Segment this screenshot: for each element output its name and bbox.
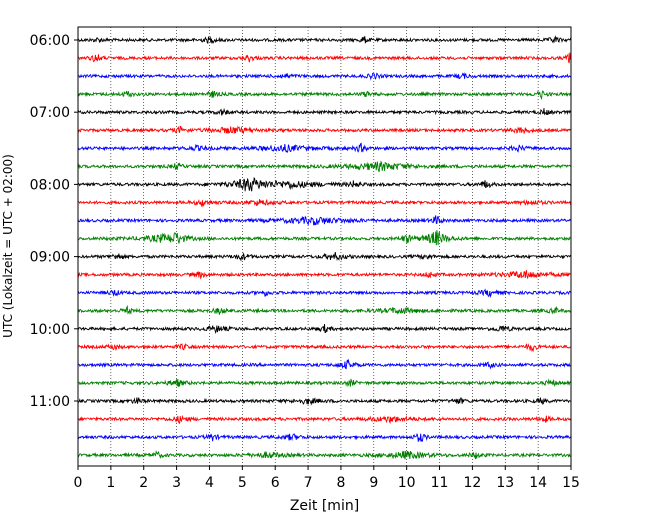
trace-0900 xyxy=(77,252,572,262)
x-axis-label: Zeit [min] xyxy=(290,498,359,514)
plot-frame xyxy=(77,26,572,467)
grid-lines xyxy=(110,27,539,466)
x-tick-label: 8 xyxy=(336,475,345,491)
y-tick-label: 06:00 xyxy=(30,33,70,49)
x-tick-label: 5 xyxy=(238,475,247,491)
x-tick-label: 12 xyxy=(463,475,481,491)
x-tick-label: 14 xyxy=(529,475,547,491)
y-tick-label: 11:00 xyxy=(30,394,70,410)
trace-0815 xyxy=(77,198,572,208)
trace-0600 xyxy=(77,35,572,45)
y-tick-label: 09:00 xyxy=(30,250,70,266)
trace-0830 xyxy=(77,215,572,226)
trace-0645 xyxy=(77,89,572,101)
trace-0715 xyxy=(77,125,572,135)
trace-1045 xyxy=(77,378,572,388)
x-tick-label: 10 xyxy=(398,475,416,491)
x-tick-label: 3 xyxy=(172,475,181,491)
trace-0745 xyxy=(77,160,572,173)
y-axis-label: UTC (Lokalzeit = UTC + 02:00) xyxy=(1,154,15,338)
x-tick-label: 4 xyxy=(205,475,214,491)
trace-0615 xyxy=(77,52,572,64)
y-tick-label: 10:00 xyxy=(30,322,70,338)
x-tick-label: 0 xyxy=(74,475,83,491)
trace-0945 xyxy=(77,305,572,315)
trace-1115 xyxy=(77,414,572,425)
trace-0700 xyxy=(77,107,572,116)
seismic-traces xyxy=(77,35,572,460)
trace-1130 xyxy=(77,433,572,443)
trace-1145 xyxy=(77,450,572,460)
x-tick-label: 2 xyxy=(139,475,148,491)
y-tick-label: 07:00 xyxy=(30,105,70,121)
y-axis-ticks: 06:00 07:00 08:00 09:00 10:00 11:00 xyxy=(30,33,78,410)
trace-1000 xyxy=(77,324,572,335)
x-tick-label: 6 xyxy=(271,475,280,491)
trace-0915 xyxy=(77,270,572,280)
trace-1100 xyxy=(77,396,572,406)
trace-0800 xyxy=(77,176,572,192)
y-tick-label: 08:00 xyxy=(30,177,70,193)
trace-0630 xyxy=(77,72,572,81)
x-tick-label: 11 xyxy=(431,475,449,491)
trace-0730 xyxy=(77,142,572,154)
x-tick-label: 7 xyxy=(304,475,313,491)
trace-1015 xyxy=(77,342,572,353)
x-tick-label: 1 xyxy=(106,475,115,491)
x-tick-label: 15 xyxy=(562,475,580,491)
x-tick-label: 9 xyxy=(369,475,378,491)
x-axis-ticks: 0 1 2 3 4 5 6 7 8 9 10 11 12 13 14 15 xyxy=(74,466,580,491)
trace-0845 xyxy=(77,230,572,246)
x-tick-label: 13 xyxy=(496,475,514,491)
trace-1030 xyxy=(77,358,572,370)
trace-0930 xyxy=(77,288,572,299)
